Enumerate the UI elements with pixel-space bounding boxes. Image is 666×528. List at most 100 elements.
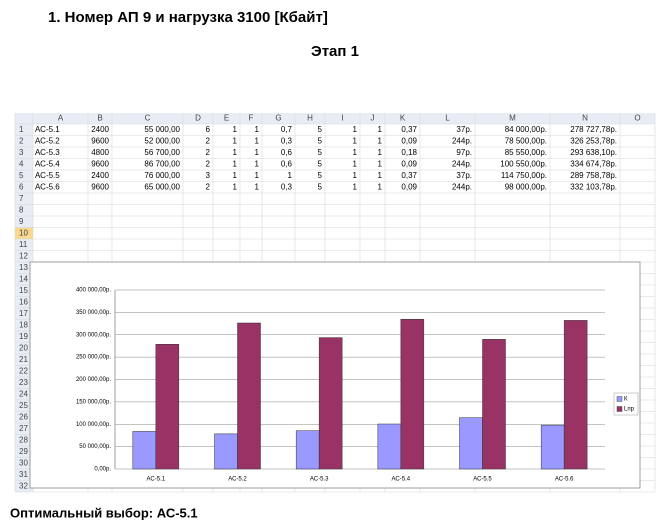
cell: 1	[233, 171, 238, 180]
y-tick-label: 50 000,00р.	[79, 444, 111, 450]
cell: 1	[353, 171, 358, 180]
y-tick-label: 0,00р.	[94, 467, 111, 473]
row-header: 32	[19, 481, 28, 490]
row-header: 19	[19, 332, 28, 341]
row-header: 10	[19, 228, 28, 237]
cell: 0,37	[401, 125, 417, 134]
row-header: 15	[19, 286, 28, 295]
x-tick-label: АС-5.5	[473, 477, 492, 483]
cell: 1	[353, 159, 358, 168]
cell: 0,09	[401, 182, 417, 191]
cell: 0,3	[281, 182, 293, 191]
cell: 0,6	[281, 159, 293, 168]
cell: 85 550,00р.	[505, 148, 547, 157]
column-header-bar	[15, 113, 655, 124]
column-header: A	[58, 114, 64, 123]
cell: 332 103,78р.	[570, 182, 617, 191]
cell: 2400	[91, 171, 109, 180]
cell: 1	[255, 125, 260, 134]
cell: 5	[318, 125, 323, 134]
cell: 78 500,00р.	[505, 136, 547, 145]
cell: АС-5.2	[35, 136, 60, 145]
cell: 278 727,78р.	[570, 125, 617, 134]
bar	[132, 431, 157, 470]
cell: 9600	[91, 182, 109, 191]
bar	[540, 424, 565, 470]
cell: 1	[255, 182, 260, 191]
cell: 97р.	[456, 148, 472, 157]
cell: 1	[353, 136, 358, 145]
column-header: L	[445, 114, 450, 123]
y-tick-label: 400 000,00р.	[76, 288, 111, 294]
cell: 0,37	[401, 171, 417, 180]
column-header: C	[145, 114, 151, 123]
footer-text: Оптимальный выбор: АС-5.1	[10, 505, 198, 520]
cell: 37р.	[456, 125, 472, 134]
column-header: N	[582, 114, 588, 123]
cell: 293 638,10р.	[570, 148, 617, 157]
y-tick-label: 300 000,00р.	[76, 332, 111, 338]
cell: 1	[353, 182, 358, 191]
x-tick-label: АС-5.2	[228, 477, 247, 483]
cell: 98 000,00р.	[505, 182, 547, 191]
legend-label: К	[624, 397, 628, 403]
cell: 2	[206, 136, 211, 145]
cell: 0,3	[281, 136, 293, 145]
stage-title: Этап 1	[311, 43, 359, 60]
column-header: K	[400, 114, 406, 123]
column-header: O	[634, 114, 640, 123]
cell: 289 758,78р.	[570, 171, 617, 180]
column-header: E	[224, 114, 229, 123]
cell: 2	[206, 148, 211, 157]
row-header: 2	[19, 136, 24, 145]
cell: 56 700,00	[144, 148, 180, 157]
column-header: F	[249, 114, 254, 123]
cell: 1	[378, 182, 383, 191]
cell: 1	[233, 125, 238, 134]
row-header: 17	[19, 309, 28, 318]
column-header: I	[341, 114, 343, 123]
row-header: 24	[19, 389, 28, 398]
row-header: 26	[19, 412, 28, 421]
cell: 5	[318, 171, 323, 180]
cell: 1	[233, 136, 238, 145]
cell: 1	[255, 171, 260, 180]
row-header: 23	[19, 378, 28, 387]
bar	[237, 322, 261, 470]
column-header: J	[371, 114, 375, 123]
cell: 2400	[91, 125, 109, 134]
cell: 334 674,78р.	[570, 159, 617, 168]
y-tick-label: 200 000,00р.	[76, 377, 111, 383]
bar	[295, 430, 320, 470]
row-header: 21	[19, 355, 28, 364]
row-header: 25	[19, 401, 28, 410]
y-tick-label: 350 000,00р.	[76, 310, 111, 316]
cell: 1	[353, 125, 358, 134]
bar	[459, 417, 483, 470]
cell: АС-5.4	[35, 159, 60, 168]
cell: 100 550,00р.	[500, 159, 547, 168]
row-header: 28	[19, 435, 28, 444]
cell: 5	[318, 148, 323, 157]
row-header-bar	[15, 113, 33, 492]
bar	[318, 337, 343, 470]
cell: 1	[255, 148, 260, 157]
row-header: 3	[19, 148, 24, 157]
cell: АС-5.5	[35, 171, 60, 180]
cell: 1	[378, 148, 383, 157]
cell: 6	[206, 125, 211, 134]
cell: 114 750,00р.	[501, 171, 547, 180]
cell: 1	[233, 159, 238, 168]
selected-row-header	[15, 227, 33, 239]
column-header: M	[509, 114, 516, 123]
heading: 1. Номер АП 9 и нагрузка 3100 [Кбайт]	[48, 9, 328, 26]
bar	[563, 320, 588, 470]
row-header: 6	[19, 182, 24, 191]
y-tick-label: 250 000,00р.	[76, 355, 111, 361]
row-header: 7	[19, 194, 24, 203]
bar	[155, 344, 180, 470]
cell: 86 700,00	[144, 159, 180, 168]
cell: 2	[206, 182, 211, 191]
cell: 3	[206, 171, 211, 180]
